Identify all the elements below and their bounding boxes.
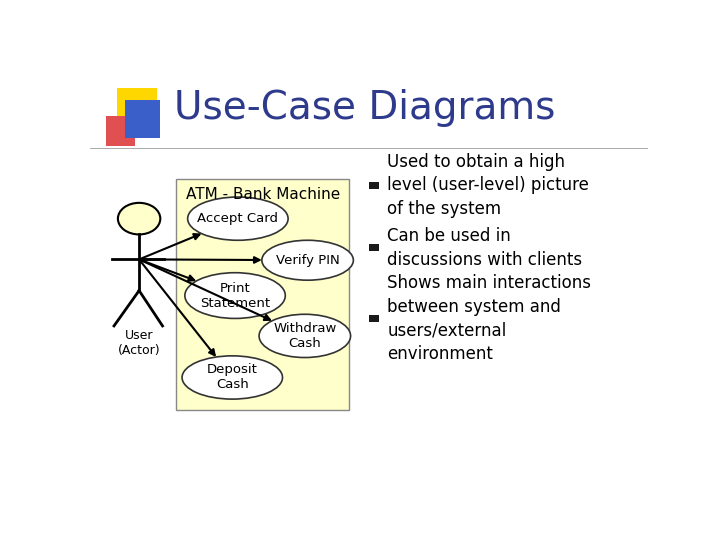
Ellipse shape bbox=[262, 240, 354, 280]
Bar bbox=[117, 87, 157, 129]
Text: Verify PIN: Verify PIN bbox=[276, 254, 340, 267]
Ellipse shape bbox=[182, 356, 282, 399]
Ellipse shape bbox=[188, 197, 288, 240]
Bar bbox=[176, 179, 349, 410]
Text: Withdraw
Cash: Withdraw Cash bbox=[273, 322, 336, 350]
Text: Print
Statement: Print Statement bbox=[200, 281, 270, 309]
Bar bbox=[369, 182, 379, 188]
Text: User
(Actor): User (Actor) bbox=[118, 329, 161, 357]
Bar bbox=[125, 100, 161, 138]
Text: Used to obtain a high
level (user-level) picture
of the system: Used to obtain a high level (user-level)… bbox=[387, 153, 589, 218]
Text: Deposit
Cash: Deposit Cash bbox=[207, 363, 258, 392]
Text: Can be used in
discussions with clients: Can be used in discussions with clients bbox=[387, 227, 582, 268]
Circle shape bbox=[118, 203, 161, 234]
Text: Shows main interactions
between system and
users/external
environment: Shows main interactions between system a… bbox=[387, 274, 591, 363]
Text: ATM - Bank Machine: ATM - Bank Machine bbox=[186, 187, 340, 201]
Text: Use-Case Diagrams: Use-Case Diagrams bbox=[174, 90, 555, 127]
Bar bbox=[369, 245, 379, 251]
Bar bbox=[369, 315, 379, 322]
Ellipse shape bbox=[259, 314, 351, 357]
Text: Accept Card: Accept Card bbox=[197, 212, 279, 225]
Ellipse shape bbox=[185, 273, 285, 319]
Bar bbox=[106, 116, 135, 146]
